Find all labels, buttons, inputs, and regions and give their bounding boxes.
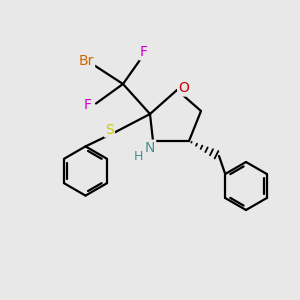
Text: F: F: [84, 98, 92, 112]
Text: F: F: [140, 46, 148, 59]
Text: O: O: [178, 82, 189, 95]
Text: H: H: [133, 149, 143, 163]
Text: Br: Br: [79, 54, 94, 68]
Text: S: S: [105, 123, 114, 136]
Text: N: N: [145, 141, 155, 154]
